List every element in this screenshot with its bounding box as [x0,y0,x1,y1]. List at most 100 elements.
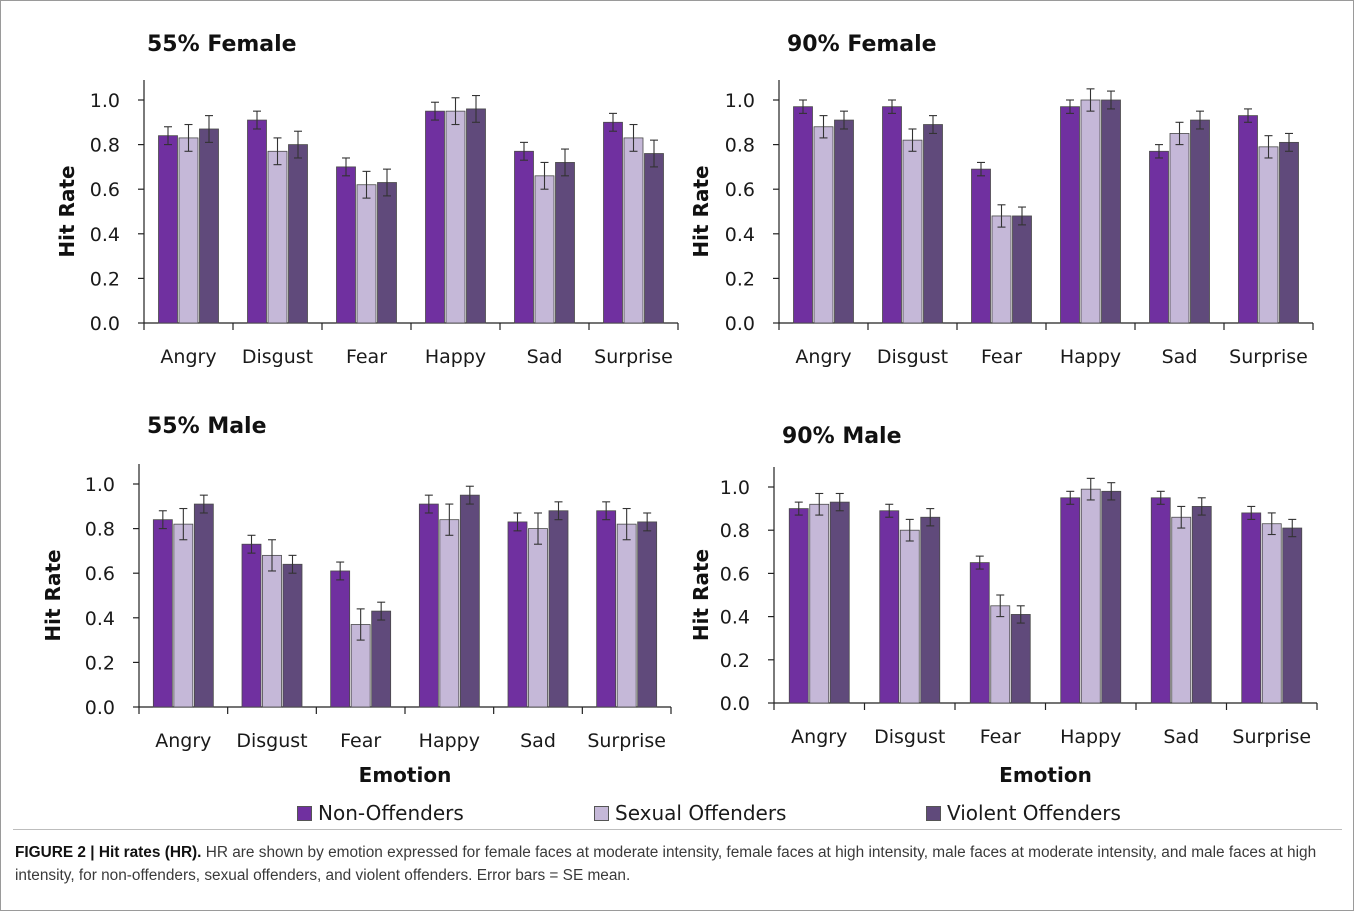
panel-1-bar-sexual-offenders-angry [178,137,199,324]
panel-2-y-axis-label: Hit Rate [689,165,713,257]
panel-2-bar-sexual-offenders-angry [813,126,834,324]
panel-2-y-tick-label: 0.6 [725,179,755,201]
panel-3-y-tick-label: 0.4 [85,608,115,630]
panel-1-y-tick-label: 1.0 [90,90,120,112]
panel-4-bar-violent-offenders-angry [829,501,850,704]
panel-1-bar-sexual-offenders-fear [356,184,377,324]
panel-4-bar-non-offenders-happy [1060,497,1081,704]
panel-3-x-tick-label-sad: Sad [520,730,556,752]
panel-3-bar-violent-offenders-happy [459,494,480,708]
panel-1-bar-violent-offenders-sad [555,162,575,324]
panel-4-bar-sexual-offenders-angry [809,503,830,704]
panel-2-x-tick-label-disgust: Disgust [877,346,948,368]
panel-1-bar-violent-offenders-fear [377,182,397,324]
panel-1-y-tick-label: 0.6 [90,179,120,201]
panel-3-bar-non-offenders-fear [330,570,351,708]
panel-3-bar-non-offenders-disgust [241,543,262,708]
panel-4-x-tick-label-fear: Fear [980,726,1021,748]
panel-4-x-tick-label-disgust: Disgust [874,726,945,748]
panel-2-x-tick-label-sad: Sad [1162,346,1198,368]
panel-3-y-tick-label: 0.0 [85,697,115,719]
panel-1-bar-non-offenders-surprise [603,121,623,324]
panel-1-bar-violent-offenders-happy [466,108,486,324]
legend-swatch-violent-offenders [926,805,941,821]
panel-2-bar-non-offenders-disgust [882,106,902,324]
panel-2-bar-non-offenders-surprise [1238,115,1258,324]
panel-4-y-tick-label: 0.0 [720,693,750,715]
panel-4-y-tick-label: 0.2 [720,650,750,672]
panel-2-bar-sexual-offenders-fear [991,215,1012,324]
panel-2-bar-violent-offenders-angry [834,119,854,324]
panel-1-x-tick-label-surprise: Surprise [594,346,673,368]
legend-swatch-sexual-offenders [594,805,609,821]
panel-1-y-tick-label: 0.8 [90,135,120,157]
panel-1-bar-sexual-offenders-surprise [623,137,644,324]
panel-3-bar-non-offenders-surprise [596,510,617,708]
panel-2-bar-sexual-offenders-sad [1169,133,1190,324]
panel-3-x-tick-label-surprise: Surprise [587,730,666,752]
figure-caption: FIGURE 2 | Hit rates (HR). HR are shown … [15,841,1335,887]
panel-2-bar-non-offenders-sad [1149,150,1169,324]
panel-4-bar-violent-offenders-surprise [1282,527,1303,704]
panel-3-bar-violent-offenders-disgust [282,563,303,708]
panel-4-bar-sexual-offenders-fear [990,605,1011,704]
panel-3-bar-non-offenders-angry [152,519,173,708]
panel-2-x-tick-label-angry: Angry [795,346,851,368]
panel-1-bar-non-offenders-happy [425,110,445,324]
panel-2-bar-violent-offenders-happy [1101,99,1121,324]
panel-4-bar-violent-offenders-sad [1191,506,1212,704]
panel-4-y-axis-label: Hit Rate [689,549,713,641]
panel-2-y-tick-label: 1.0 [725,90,755,112]
panel-3-bar-violent-offenders-surprise [637,521,658,708]
panel-1-bar-non-offenders-fear [336,166,356,324]
panel-3-x-axis-label: Emotion [359,763,452,787]
panel-2-bar-non-offenders-angry [793,106,813,324]
panel-3-bar-violent-offenders-sad [548,510,569,708]
panel-4-bar-violent-offenders-fear [1010,614,1031,704]
panel-3-x-tick-label-happy: Happy [419,730,480,752]
legend-label-violent-offenders: Violent Offenders [947,801,1121,825]
panel-1-x-tick-label-sad: Sad [527,346,563,368]
panel-3-x-tick-label-fear: Fear [340,730,381,752]
panel-2-x-tick-label-happy: Happy [1060,346,1121,368]
panel-4-bar-sexual-offenders-sad [1171,516,1192,704]
panel-4-bar-sexual-offenders-surprise [1261,523,1282,704]
panel-2-bar-non-offenders-happy [1060,106,1080,324]
panel-1-bar-violent-offenders-disgust [288,144,308,324]
panel-1-y-tick-label: 0.4 [90,224,120,246]
legend-swatch-non-offenders [297,805,312,821]
panel-2-bar-violent-offenders-fear [1012,215,1032,324]
panel-4-bar-sexual-offenders-disgust [899,529,920,704]
panel-3-bar-violent-offenders-fear [371,610,392,708]
panel-4-x-tick-label-angry: Angry [791,726,847,748]
panel-4-bar-non-offenders-sad [1150,497,1171,704]
panel-4-y-tick-label: 0.4 [720,607,750,629]
panel-2-y-tick-label: 0.0 [725,313,755,335]
panel-1-bar-non-offenders-disgust [247,119,267,324]
panel-1-bar-non-offenders-angry [158,135,178,324]
panel-4-bar-non-offenders-surprise [1241,512,1262,704]
panel-2-bar-violent-offenders-sad [1190,119,1210,324]
panel-1-x-tick-label-fear: Fear [346,346,387,368]
panel-4-x-tick-label-sad: Sad [1163,726,1199,748]
panel-1-bar-sexual-offenders-happy [445,110,466,324]
panel-2-bar-sexual-offenders-happy [1080,99,1101,324]
panel-3-bar-non-offenders-sad [507,521,528,708]
caption-label: FIGURE 2 | Hit rates (HR). [15,844,202,861]
panel-4-bar-non-offenders-disgust [879,510,900,704]
panel-3-y-tick-label: 0.8 [85,519,115,541]
panel-3-y-tick-label: 0.2 [85,652,115,674]
panel-3-y-tick-label: 0.6 [85,563,115,585]
panel-3-title: 55% Male [147,414,267,439]
panel-3-bar-sexual-offenders-happy [439,519,460,708]
panel-1-x-tick-label-angry: Angry [160,346,216,368]
panel-2-bar-sexual-offenders-surprise [1258,146,1279,324]
panel-4-bar-non-offenders-fear [969,562,990,704]
panel-3-x-tick-label-disgust: Disgust [236,730,307,752]
panel-3-y-axis-label: Hit Rate [41,549,65,641]
legend-label-non-offenders: Non-Offenders [318,801,464,825]
panel-4-x-tick-label-surprise: Surprise [1232,726,1311,748]
panel-4-y-tick-label: 0.8 [720,520,750,542]
panel-2-x-tick-label-surprise: Surprise [1229,346,1308,368]
panel-4-x-tick-label-happy: Happy [1060,726,1121,748]
